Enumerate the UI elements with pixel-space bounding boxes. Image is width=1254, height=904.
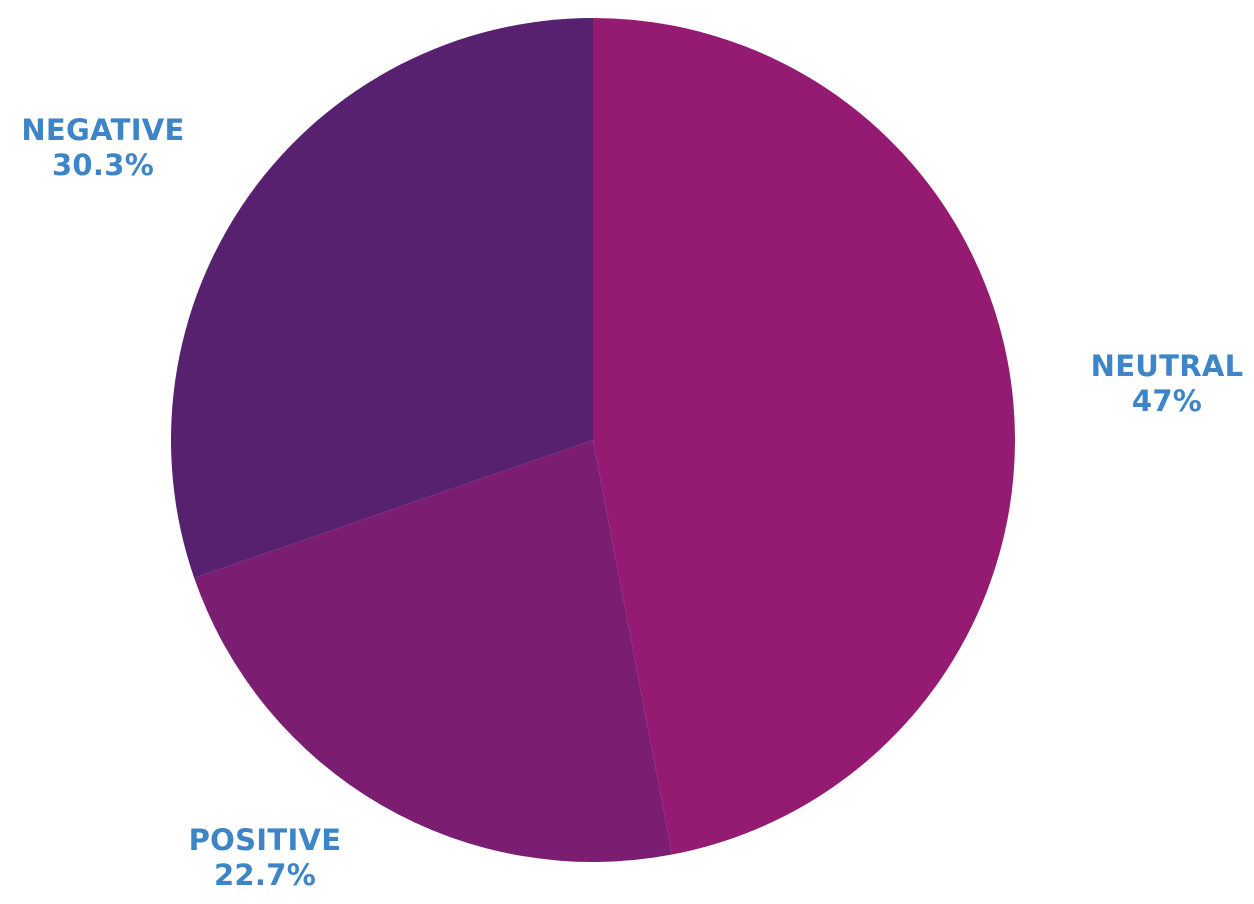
- slice-label-positive: POSITIVE 22.7%: [189, 823, 342, 894]
- pie-slices: [170, 17, 1016, 863]
- slice-label-neutral-name: NEUTRAL: [1090, 349, 1244, 383]
- slice-label-negative-value: 30.3%: [51, 148, 155, 183]
- slice-label-positive-name: POSITIVE: [188, 823, 342, 857]
- slice-label-negative: NEGATIVE 30.3%: [21, 113, 184, 184]
- pie-slice-neutral: [593, 17, 1016, 855]
- slice-label-neutral-value: 47%: [1131, 384, 1203, 419]
- slice-label-positive-value: 22.7%: [213, 858, 317, 893]
- slice-label-negative-name: NEGATIVE: [21, 113, 185, 147]
- slice-label-neutral: NEUTRAL 47%: [1091, 349, 1244, 420]
- pie-slice-positive: [194, 440, 673, 863]
- pie-slice-negative: [170, 18, 593, 578]
